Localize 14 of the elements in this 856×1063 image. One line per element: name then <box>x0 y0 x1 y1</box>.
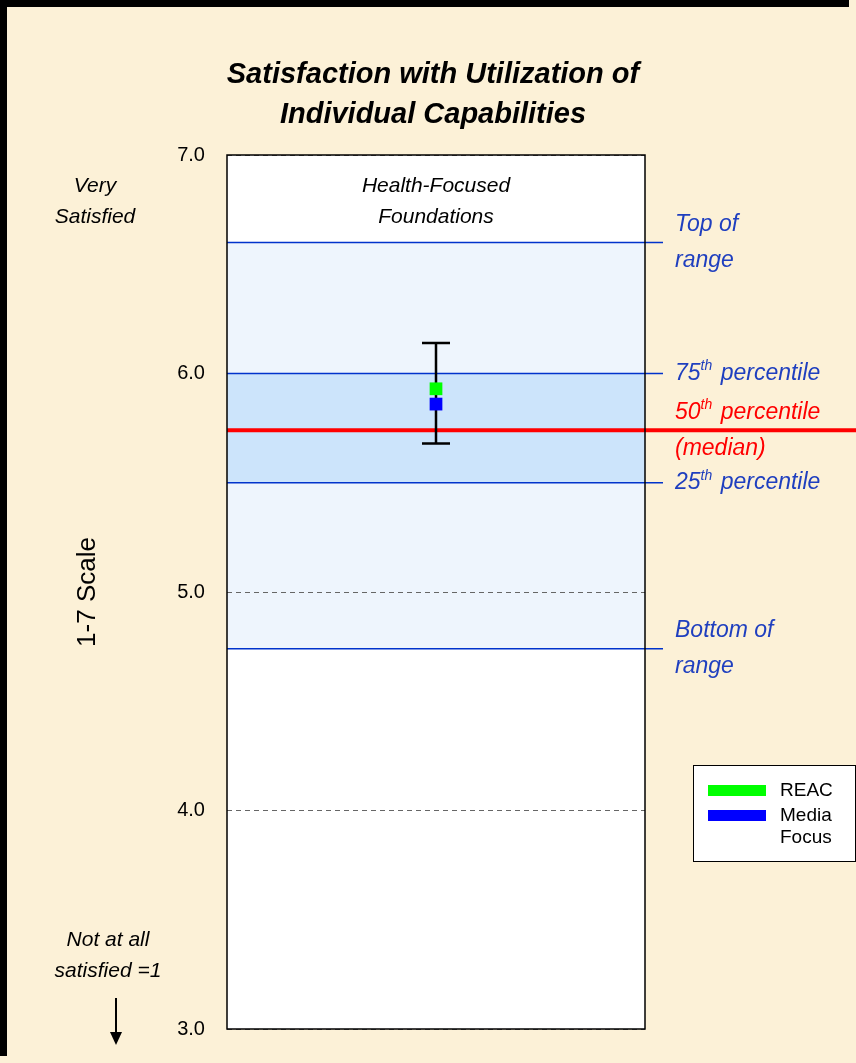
y-tick-label: 7.0 <box>177 142 205 165</box>
y-tick-label: 5.0 <box>177 579 205 602</box>
y-tick-label: 6.0 <box>177 361 205 384</box>
y-tick-label: 3.0 <box>177 1016 205 1039</box>
chart-title: Satisfaction with Utilization of Individual Capabilities <box>226 57 643 129</box>
legend-label: Media Focus <box>780 804 833 848</box>
ref-line-label: Bottom of range <box>675 616 777 679</box>
ref-line-label: Top of range <box>675 209 741 272</box>
legend-label: REAC <box>780 779 833 801</box>
y-tick-label: 4.0 <box>177 798 205 821</box>
y-axis-title: 1-7 Scale <box>71 537 102 647</box>
annotation: Health-Focused Foundations <box>361 172 512 227</box>
text: Very Satisfied <box>54 172 137 227</box>
text: Not at all satisfied =1 <box>54 926 162 981</box>
